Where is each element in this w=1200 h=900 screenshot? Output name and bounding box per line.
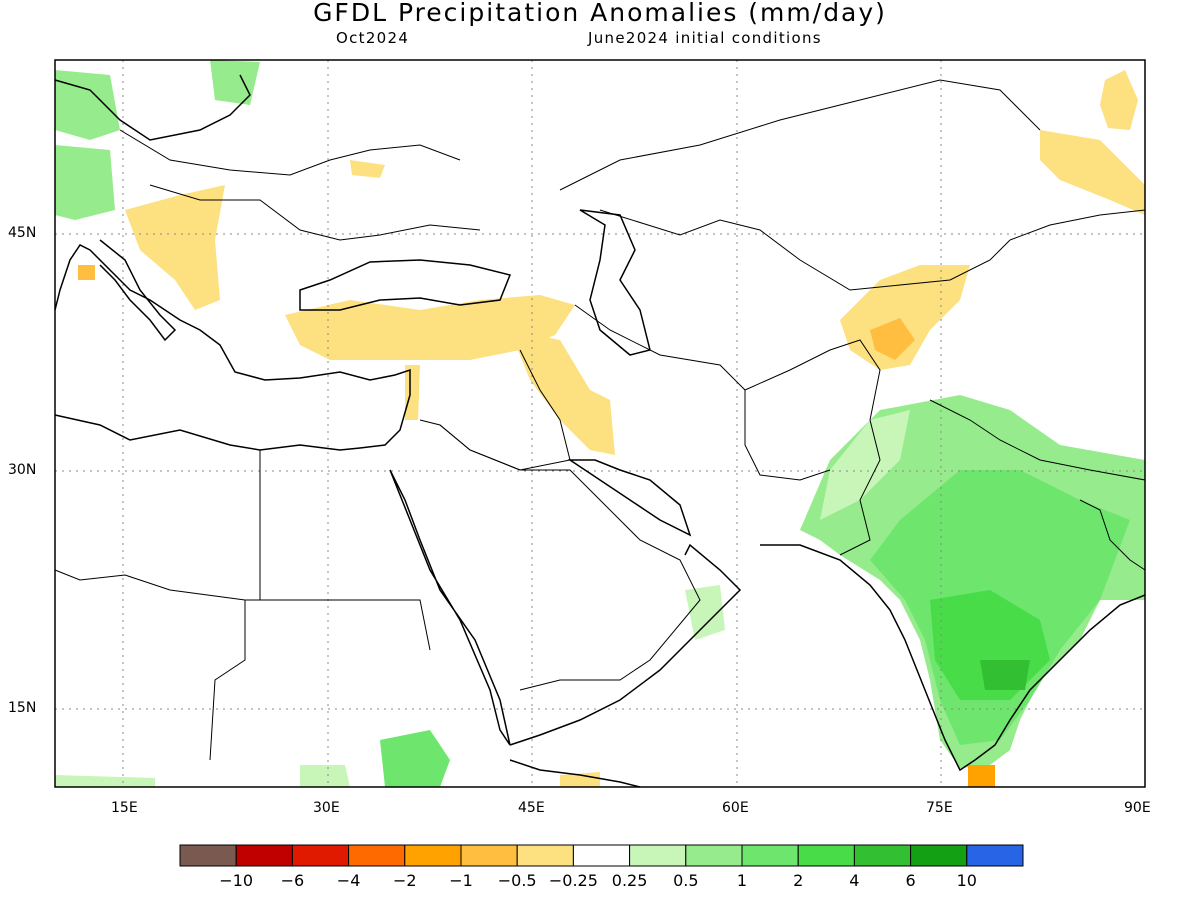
border-africa — [54, 569, 420, 601]
colorbar-label: −0.5 — [497, 871, 537, 890]
border-russia — [559, 79, 1041, 191]
colorbar-label: −1 — [449, 871, 473, 890]
colorbar-label: −6 — [280, 871, 305, 890]
colorbar-swatch — [741, 844, 799, 867]
border-afghan — [744, 339, 881, 421]
colorbar-swatch — [179, 844, 237, 867]
wet-anomaly-central-europe — [55, 145, 115, 220]
border-bangladesh — [1079, 499, 1146, 571]
map-frame — [54, 59, 1146, 788]
colorbar — [179, 844, 1024, 867]
lon-label-60e: 60E — [722, 800, 749, 816]
dry-anomaly-turkey — [285, 295, 575, 360]
colorbar-swatch — [685, 844, 743, 867]
black-sea — [299, 259, 512, 311]
border-china — [1009, 209, 1146, 241]
map-title: GFDL Precipitation Anomalies (mm/day) — [313, 0, 887, 27]
colorbar-swatch — [516, 844, 574, 867]
lat-label-15n: 15N — [8, 700, 37, 716]
dry-anomaly-somalia — [560, 772, 600, 787]
border-kazakh — [599, 209, 1011, 291]
colorbar-swatch — [291, 844, 350, 867]
colorbar-label: −0.25 — [548, 871, 598, 890]
colorbar-swatch — [572, 844, 631, 867]
anomaly-fields — [55, 60, 1145, 787]
arabia-coast — [509, 543, 742, 746]
africa-horn — [509, 759, 641, 788]
colorbar-label: 0.5 — [673, 871, 699, 890]
colorbar-swatch — [235, 844, 293, 867]
lon-label-30e: 30E — [313, 800, 340, 816]
baltic-coast — [54, 74, 251, 141]
india-coast — [760, 544, 1146, 772]
wet-anomaly-west-africa — [55, 775, 155, 787]
colorbar-label: 0.25 — [611, 871, 648, 890]
caspian-sea — [579, 209, 651, 356]
wet-anomaly-bay — [980, 660, 1030, 690]
border-sahara — [209, 600, 246, 761]
dry-anomaly-tajik-core — [870, 318, 915, 360]
forecast-month: Oct2024 — [336, 29, 410, 47]
border-europe-2 — [149, 184, 481, 241]
border-himalaya — [929, 399, 1146, 481]
dry-anomaly-tajik — [840, 265, 970, 370]
dry-anomaly-siberia — [1100, 70, 1138, 130]
colorbar-label: −4 — [336, 871, 361, 890]
colorbar-swatch — [348, 844, 406, 867]
wet-anomaly-baltic — [210, 60, 260, 105]
lon-label-75e: 75E — [926, 800, 953, 816]
colorbar-swatch — [404, 844, 462, 867]
colorbar-swatch — [629, 844, 687, 867]
dry-anomaly-balkans — [125, 185, 225, 310]
dry-anomaly-sri-lanka — [968, 765, 995, 787]
wet-anomaly-east-africa — [300, 765, 350, 787]
border-sudan — [330, 599, 431, 651]
dry-anomaly-mongolia — [1040, 130, 1145, 215]
border-india-pak — [839, 419, 881, 556]
colorbar-swatch — [460, 844, 518, 867]
dry-anomaly-levant — [405, 365, 420, 420]
colorbar-label: 4 — [849, 871, 860, 890]
lon-label-90e: 90E — [1124, 800, 1151, 816]
initial-conditions-label: June2024 initial conditions — [588, 29, 822, 47]
colorbar-label: 10 — [956, 871, 977, 890]
lon-label-45e: 45E — [518, 800, 545, 816]
wet-anomaly-pakistan-light — [820, 410, 910, 520]
red-sea — [389, 469, 511, 746]
coastlines — [54, 74, 1146, 788]
wet-anomaly-north-europe — [55, 70, 120, 140]
persian-gulf — [567, 459, 692, 537]
dry-anomaly-iraq — [510, 330, 615, 455]
lon-label-15e: 15E — [111, 800, 138, 816]
border-europe-1 — [119, 129, 461, 176]
italy-coast — [99, 239, 177, 342]
colorbar-label: 2 — [793, 871, 804, 890]
colorbar-swatch — [797, 844, 855, 867]
wet-anomaly-oman — [685, 585, 725, 640]
colorbar-swatch — [910, 844, 968, 867]
lat-label-45n: 45N — [8, 225, 37, 241]
border-saudi — [439, 424, 701, 691]
colorbar-swatch — [966, 844, 1024, 867]
country-borders — [54, 79, 1146, 761]
colorbar-label: 1 — [736, 871, 748, 890]
wet-anomaly-ethiopia — [380, 730, 450, 787]
dry-anomaly-ukraine — [350, 160, 385, 178]
colorbar-label: 6 — [905, 871, 916, 890]
dry-anomaly-italy — [78, 265, 95, 280]
mediterranean-coast — [54, 244, 411, 451]
colorbar-label: −2 — [393, 871, 417, 890]
colorbar-label: −10 — [219, 871, 254, 890]
lat-label-30n: 30N — [8, 462, 37, 478]
colorbar-swatch — [853, 844, 912, 867]
